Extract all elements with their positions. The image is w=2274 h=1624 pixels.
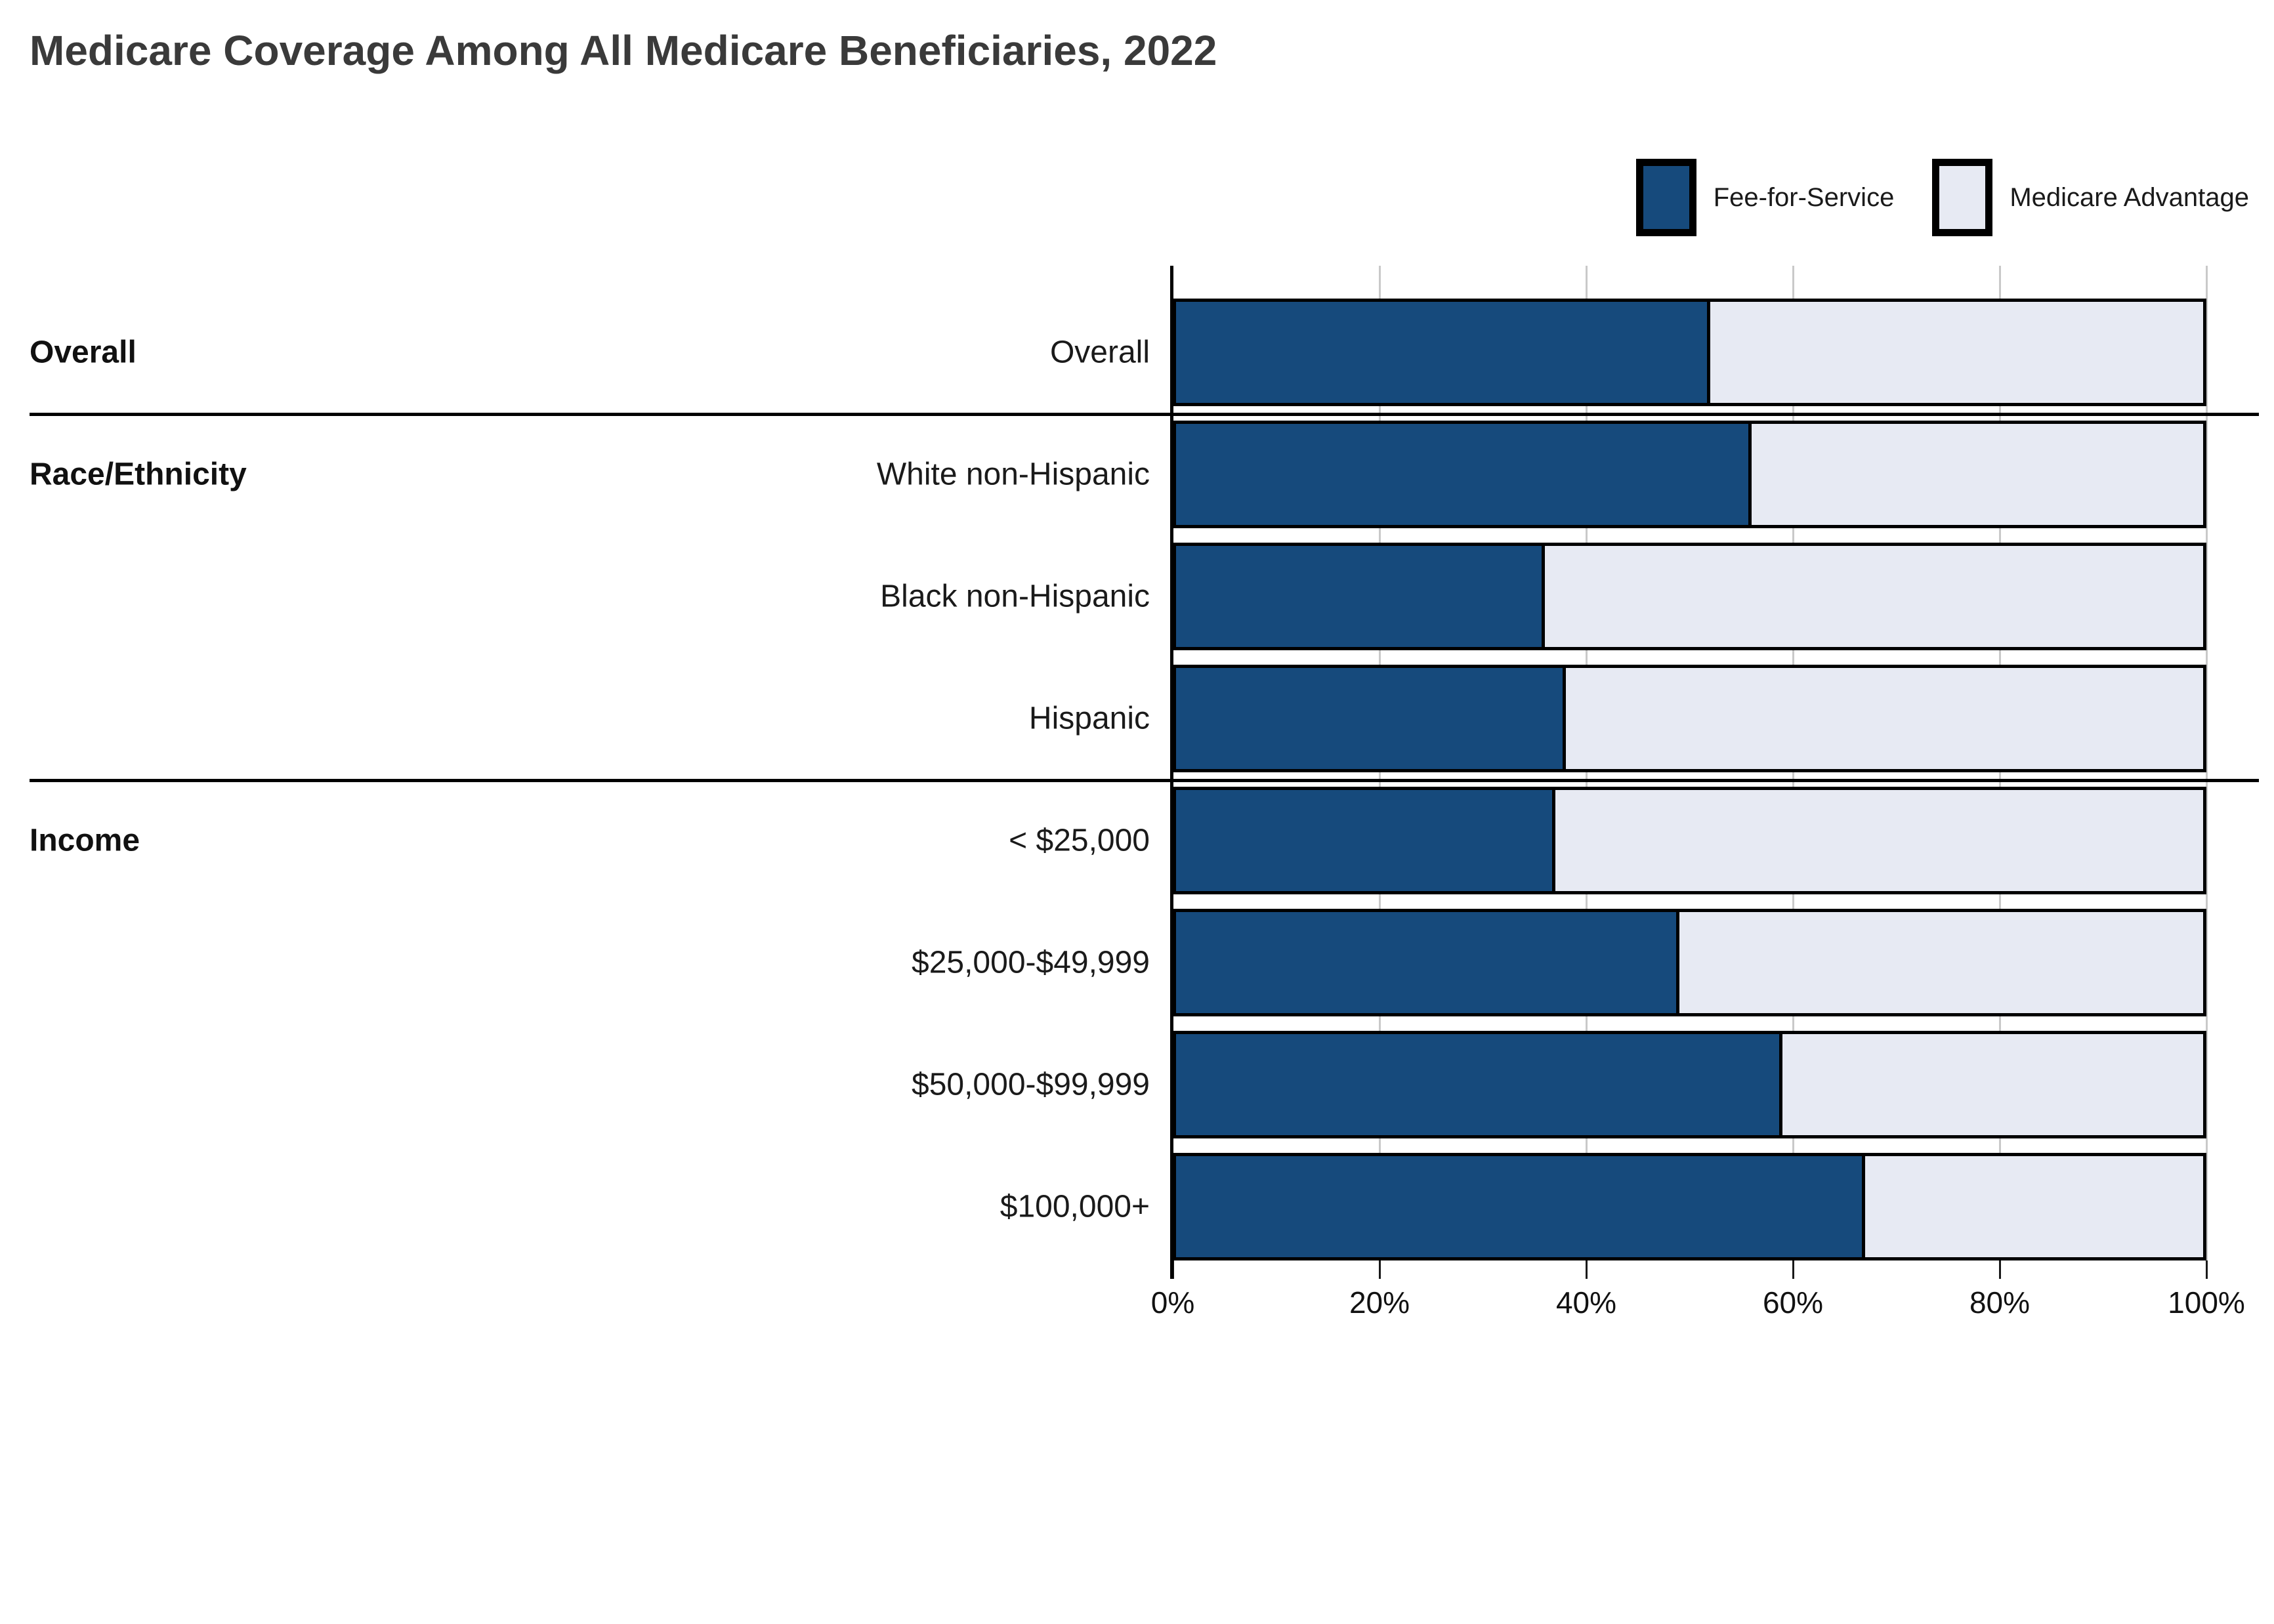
bar-row-0 (1173, 299, 2206, 406)
legend-swatch-fee-for-service-icon (1635, 159, 1696, 236)
axis-tick-100 (2205, 1260, 2208, 1279)
bar-segment-fee-for-service-5 (1173, 909, 1679, 1016)
group-label-race-ethnicity: Race/Ethnicity (30, 457, 247, 492)
bar-row-4 (1173, 787, 2206, 894)
legend-label-medicare-advantage: Medicare Advantage (2010, 182, 2249, 212)
bar-row-5 (1173, 909, 2206, 1016)
axis-tick-label-20: 20% (1349, 1285, 1410, 1320)
axis-tick-label-40: 40% (1555, 1285, 1617, 1320)
bar-row-6 (1173, 1031, 2206, 1138)
axis-tick-label-80: 80% (1969, 1285, 2031, 1320)
group-label-income: Income (30, 823, 140, 858)
axis-tick-20 (1378, 1260, 1381, 1279)
axis-tick-40 (1585, 1260, 1588, 1279)
bar-row-1 (1173, 421, 2206, 528)
legend-item-fee-for-service: Fee-for-Service (1635, 159, 1895, 236)
bar-segment-fee-for-service-2 (1173, 543, 1545, 650)
gridline-100 (2205, 266, 2208, 1260)
axis-tick-label-60: 60% (1762, 1285, 1824, 1320)
bar-segment-medicare-advantage-6 (1779, 1031, 2206, 1138)
group-divider-2 (30, 779, 2259, 782)
row-label-7: $100,000+ (1000, 1189, 1150, 1224)
row-label-6: $50,000-$99,999 (912, 1067, 1150, 1102)
row-label-4: < $25,000 (1009, 823, 1150, 858)
row-label-0: Overall (1049, 335, 1150, 370)
bar-row-3 (1173, 665, 2206, 772)
bar-segment-medicare-advantage-2 (1542, 543, 2206, 650)
axis-tick-label-100: 100% (2168, 1285, 2245, 1320)
bar-segment-medicare-advantage-5 (1676, 909, 2206, 1016)
bar-row-7 (1173, 1153, 2206, 1260)
legend: Fee-for-Service Medicare Advantage (1635, 159, 2249, 236)
legend-item-medicare-advantage: Medicare Advantage (1932, 159, 2249, 236)
bar-row-2 (1173, 543, 2206, 650)
bar-segment-fee-for-service-3 (1173, 665, 1566, 772)
axis-tick-60 (1792, 1260, 1794, 1279)
bar-segment-fee-for-service-6 (1173, 1031, 1782, 1138)
bar-segment-medicare-advantage-3 (1563, 665, 2206, 772)
group-divider-1 (30, 413, 2259, 416)
bar-segment-fee-for-service-1 (1173, 421, 1752, 528)
chart-title: Medicare Coverage Among All Medicare Ben… (30, 27, 1217, 74)
bar-segment-fee-for-service-7 (1173, 1153, 1865, 1260)
legend-label-fee-for-service: Fee-for-Service (1713, 182, 1895, 212)
axis-tick-label-0: 0% (1150, 1285, 1195, 1320)
bar-segment-medicare-advantage-4 (1552, 787, 2206, 894)
bar-segment-fee-for-service-0 (1173, 299, 1710, 406)
bar-segment-medicare-advantage-1 (1748, 421, 2206, 528)
group-label-overall: Overall (30, 335, 137, 370)
row-label-5: $25,000-$49,999 (912, 945, 1150, 980)
legend-swatch-medicare-advantage-icon (1932, 159, 1993, 236)
bar-segment-fee-for-service-4 (1173, 787, 1555, 894)
bar-segment-medicare-advantage-0 (1707, 299, 2206, 406)
row-label-3: Hispanic (1028, 701, 1150, 736)
bar-segment-medicare-advantage-7 (1862, 1153, 2206, 1260)
y-axis-line (1170, 266, 1173, 1279)
row-label-2: Black non-Hispanic (880, 579, 1150, 614)
axis-tick-80 (1998, 1260, 2001, 1279)
row-label-1: White non-Hispanic (876, 457, 1150, 492)
